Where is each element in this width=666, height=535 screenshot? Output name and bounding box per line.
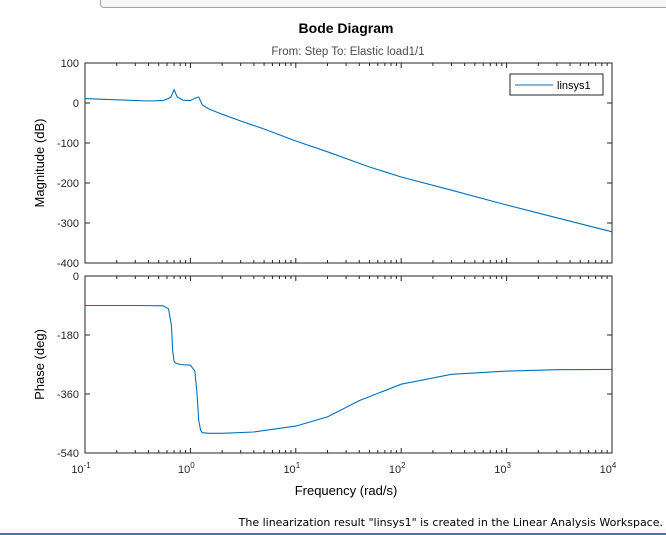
chart-title: Bode Diagram (299, 20, 394, 36)
phase-ytick-label: -540 (57, 448, 79, 460)
status-message: The linearization result "linsys1" is cr… (238, 516, 663, 529)
phase-axes-box (84, 275, 613, 454)
legend-entry-linsys1: linsys1 (557, 80, 591, 92)
xtick-label: 102 (389, 461, 406, 476)
xtick-label: 100 (178, 461, 195, 476)
toolbar-frame (100, 0, 666, 8)
magnitude-ytick-label: 100 (61, 58, 79, 70)
magnitude-axes-box (84, 62, 613, 264)
xtick-label: 104 (600, 461, 617, 476)
phase-ytick-label: -180 (57, 330, 79, 342)
status-bar-border (0, 533, 666, 535)
magnitude-ytick-label: -400 (57, 258, 79, 270)
magnitude-ytick-label: 0 (73, 98, 79, 110)
xtick-label: 10-1 (71, 461, 91, 476)
phase-ytick-label: -360 (57, 389, 79, 401)
phase-ytick-label: 0 (73, 271, 79, 283)
bode-chart: Bode Diagram From: Step To: Elastic load1… (32, 20, 617, 498)
phase-series-line (85, 304, 613, 434)
xtick-label: 101 (283, 461, 300, 476)
x-axis-label: Frequency (rad/s) (295, 483, 398, 498)
magnitude-ytick-label: -100 (57, 138, 79, 150)
legend-box (509, 73, 604, 96)
phase-ylabel: Phase (deg) (32, 329, 47, 400)
xtick-label: 103 (494, 461, 511, 476)
magnitude-series-line (84, 88, 613, 233)
magnitude-ytick-label: -200 (57, 178, 79, 190)
status-bar: The linearization result "linsys1" is cr… (0, 512, 666, 535)
chart-subtitle: From: Step To: Elastic load1/1 (271, 46, 424, 58)
magnitude-ytick-label: -300 (57, 218, 79, 230)
magnitude-ylabel: Magnitude (dB) (32, 119, 47, 208)
legend: linsys1 (509, 73, 604, 96)
